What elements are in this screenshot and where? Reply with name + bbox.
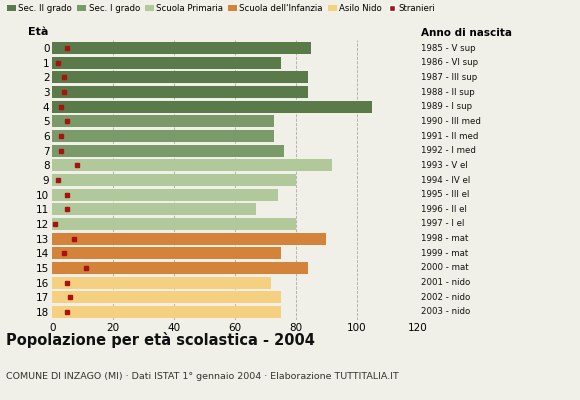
Text: Popolazione per età scolastica - 2004: Popolazione per età scolastica - 2004 (6, 332, 315, 348)
Bar (52, 262, 308, 274)
Text: 2000 - mat: 2000 - mat (420, 264, 468, 272)
Text: 1985 - V sup: 1985 - V sup (420, 44, 475, 52)
Bar (52, 218, 296, 230)
Bar (52, 291, 281, 303)
Bar (52, 57, 281, 69)
Bar (52, 130, 274, 142)
Text: 1993 - V el: 1993 - V el (420, 161, 467, 170)
Text: 2001 - nido: 2001 - nido (420, 278, 470, 287)
Text: 1999 - mat: 1999 - mat (420, 249, 468, 258)
Text: 1990 - III med: 1990 - III med (420, 117, 480, 126)
Legend: Sec. II grado, Sec. I grado, Scuola Primaria, Scuola dell'Infanzia, Asilo Nido, : Sec. II grado, Sec. I grado, Scuola Prim… (7, 4, 435, 13)
Text: 1996 - II el: 1996 - II el (420, 205, 466, 214)
Text: 1986 - VI sup: 1986 - VI sup (420, 58, 478, 67)
Text: 1994 - IV el: 1994 - IV el (420, 176, 470, 184)
Text: 1989 - I sup: 1989 - I sup (420, 102, 472, 111)
Text: 2002 - nido: 2002 - nido (420, 293, 470, 302)
Text: 1997 - I el: 1997 - I el (420, 220, 464, 228)
Text: 1992 - I med: 1992 - I med (420, 146, 476, 155)
Bar (52, 277, 271, 289)
Text: 2003 - nido: 2003 - nido (420, 308, 470, 316)
Text: COMUNE DI INZAGO (MI) · Dati ISTAT 1° gennaio 2004 · Elaborazione TUTTITALIA.IT: COMUNE DI INZAGO (MI) · Dati ISTAT 1° ge… (6, 372, 398, 381)
Bar (52, 233, 326, 245)
Text: 1987 - III sup: 1987 - III sup (420, 73, 477, 82)
Bar (52, 306, 281, 318)
Text: 1995 - III el: 1995 - III el (420, 190, 469, 199)
Bar (52, 115, 274, 127)
Text: 1998 - mat: 1998 - mat (420, 234, 468, 243)
Bar (52, 159, 332, 171)
Text: 1988 - II sup: 1988 - II sup (420, 88, 474, 96)
Bar (52, 101, 372, 113)
Bar (52, 189, 277, 201)
Bar (52, 247, 281, 259)
Text: Età: Età (28, 27, 49, 37)
Text: 1991 - II med: 1991 - II med (420, 132, 478, 140)
Bar (52, 42, 311, 54)
Bar (52, 174, 296, 186)
Bar (52, 71, 308, 83)
Bar (52, 203, 256, 215)
Text: Anno di nascita: Anno di nascita (420, 28, 512, 38)
Bar (52, 86, 308, 98)
Bar (52, 145, 284, 157)
